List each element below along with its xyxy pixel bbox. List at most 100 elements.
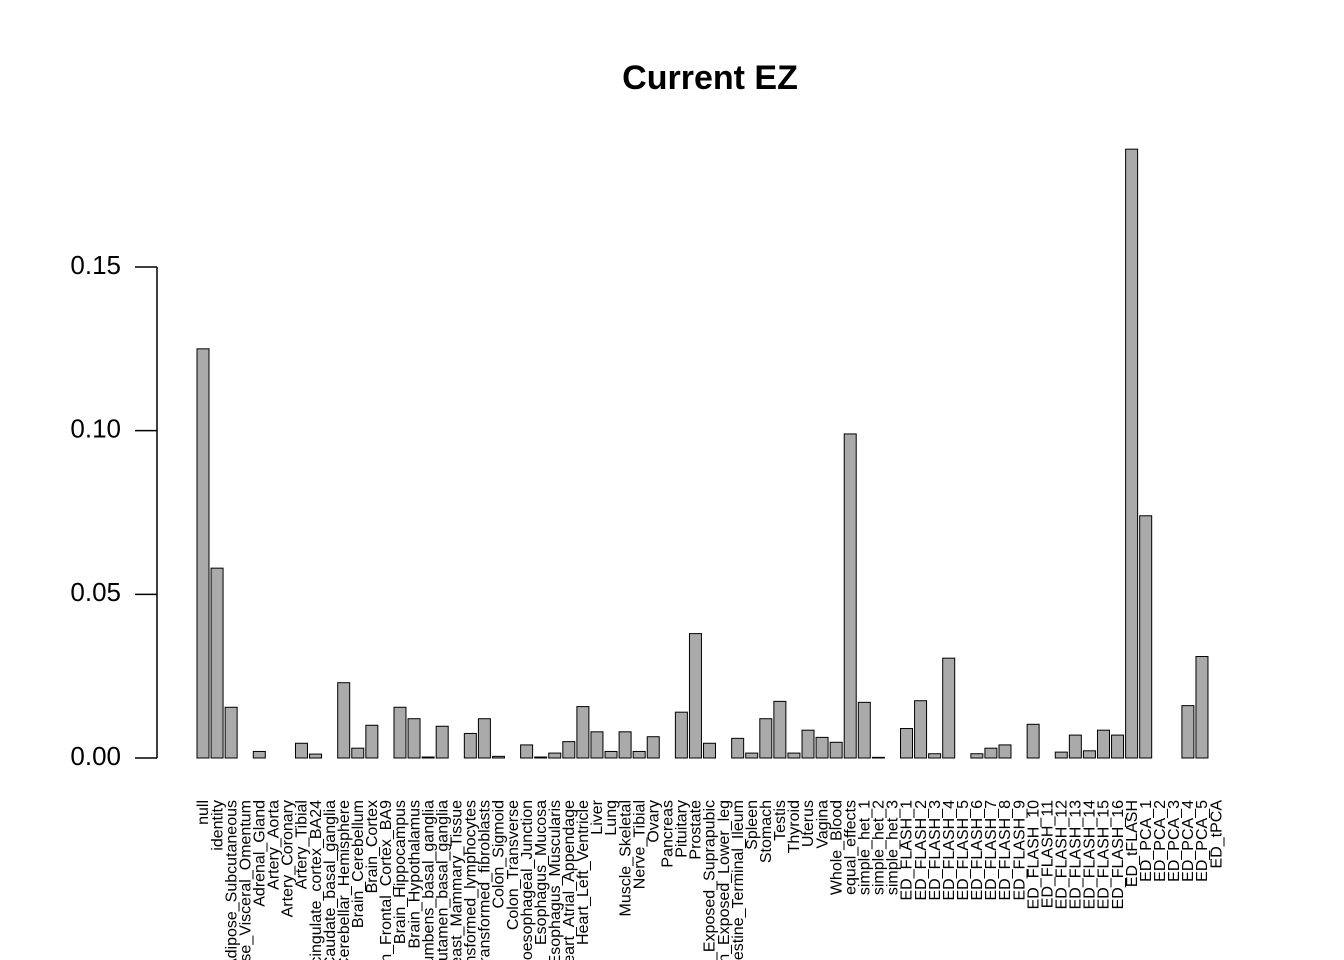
x-tick-label: Cells_EBV-transformed_lymphocytes xyxy=(463,800,480,960)
x-tick-label: Brain_Nucleus_accumbens_basal_ganglia xyxy=(420,800,437,960)
x-tick-label: identity xyxy=(209,800,226,851)
bar xyxy=(1026,723,1040,759)
y-tick-label: 0.05 xyxy=(70,577,121,607)
x-tick-label: simple_het_2 xyxy=(871,800,888,895)
x-tick-label: Adrenal_Gland xyxy=(251,800,268,907)
bar xyxy=(252,750,266,759)
x-tick-label: ED_PCA_4 xyxy=(1180,800,1197,882)
x-tick-label: ED_FLASH_9 xyxy=(1011,800,1028,901)
x-tick-label: ED_FLASH_16 xyxy=(1110,800,1127,909)
bar xyxy=(562,741,576,759)
bar xyxy=(731,737,745,759)
x-tick-label: Pituitary xyxy=(674,800,691,858)
bar xyxy=(210,567,224,759)
bar xyxy=(365,724,379,759)
bar xyxy=(576,706,590,759)
x-tick-label: Small_Intestine_Terminal_Ileum xyxy=(730,800,747,960)
x-tick-label: ED_tPCA xyxy=(1208,800,1225,869)
bar xyxy=(548,752,562,759)
bar xyxy=(294,742,308,759)
bar xyxy=(674,711,688,759)
x-tick-label: ED_PCA_2 xyxy=(1152,800,1169,882)
x-tick-label: ED_FLASH_13 xyxy=(1068,800,1085,909)
x-tick-label: Thyroid xyxy=(786,800,803,853)
bar xyxy=(646,736,660,759)
x-tick-label: Muscle_Skeletal xyxy=(617,800,634,917)
bar xyxy=(815,736,829,759)
x-tick-label: Nerve_Tibial xyxy=(631,800,648,889)
bar xyxy=(1082,750,1096,759)
y-tick-label: 0.15 xyxy=(70,250,121,280)
bar xyxy=(309,753,323,759)
x-tick-label: Brain_Hypothalamus xyxy=(406,800,423,949)
x-tick-label: Uterus xyxy=(800,800,817,847)
y-tick-label: 0.00 xyxy=(70,741,121,771)
bar xyxy=(618,731,632,759)
bar xyxy=(604,750,618,759)
x-tick-label: Esophagus_Mucosa xyxy=(533,800,550,945)
x-tick-label: ED_FLASH_5 xyxy=(955,800,972,901)
bar xyxy=(1125,148,1139,759)
x-tick-label: Heart_Atrial_Appendage xyxy=(561,800,578,960)
bar xyxy=(773,700,787,759)
x-tick-label: Liver xyxy=(589,799,606,834)
x-tick-label: ED_FLASH_1 xyxy=(899,800,916,901)
x-tick-label: ED_FLASH_4 xyxy=(941,800,958,901)
bar xyxy=(477,718,491,759)
x-tick-label: Skin_Not_Sun_Exposed_Suprapubic xyxy=(702,800,719,960)
bar xyxy=(224,706,238,759)
bar xyxy=(1096,729,1110,759)
x-tick-label: Brain_Frontal_Cortex_BA9 xyxy=(378,800,395,960)
x-tick-label: ED_FLASH_10 xyxy=(1025,800,1042,909)
x-tick-label: Adipose_Visceral_Omentum xyxy=(237,800,254,960)
bar xyxy=(435,725,449,759)
x-tick-label: ED_PCA_1 xyxy=(1138,800,1155,882)
bar xyxy=(857,701,871,759)
x-tick-label: ED_FLASH_3 xyxy=(927,800,944,901)
bar xyxy=(703,742,717,759)
bar xyxy=(914,700,928,759)
bar xyxy=(520,744,534,759)
x-tick-label: Brain_Cerebellum xyxy=(350,800,367,928)
x-tick-label: Pancreas xyxy=(660,800,677,868)
bar xyxy=(759,718,773,759)
bar xyxy=(491,755,505,759)
x-tick-label: ED_FLASH_7 xyxy=(983,800,1000,901)
x-tick-label: Brain_Anterior_cingulate_cortex_BA24 xyxy=(308,800,325,960)
bar xyxy=(337,682,351,759)
x-tick-label: Brain_Putamen_basal_ganglia xyxy=(434,800,451,960)
x-tick-label: equal_effects xyxy=(842,800,859,895)
bar xyxy=(970,753,984,759)
x-tick-label: Lung xyxy=(603,800,620,836)
bar xyxy=(745,752,759,759)
bar xyxy=(1111,734,1125,759)
x-tick-label: Stomach xyxy=(758,800,775,863)
x-tick-label: simple_het_1 xyxy=(857,800,874,895)
x-tick-label: Brain_Cortex xyxy=(364,800,381,893)
x-tick-label: ED_FLASH_11 xyxy=(1039,800,1056,908)
bar xyxy=(463,732,477,759)
bar xyxy=(1054,751,1068,759)
x-tick-label: Brain_Hippocampus xyxy=(392,800,409,944)
bar xyxy=(196,348,210,759)
x-tick-label: simple_het_3 xyxy=(885,800,902,895)
x-tick-label: Vagina xyxy=(814,800,831,849)
x-tick-label: Testis xyxy=(772,800,789,841)
x-tick-label: Breast_Mammary_Tissue xyxy=(448,800,465,960)
x-tick-label: ED_PCA_3 xyxy=(1166,800,1183,882)
x-tick-label: ED_FLASH_8 xyxy=(997,800,1014,901)
bar xyxy=(393,706,407,759)
bar xyxy=(942,657,956,759)
bar xyxy=(984,747,998,759)
x-tick-label: Artery_Tibial xyxy=(294,800,311,889)
x-tick-label: Whole_Blood xyxy=(828,800,845,895)
x-tick-label: Skin_Sun_Exposed_Lower_leg xyxy=(716,800,733,960)
bar xyxy=(351,747,365,759)
bar xyxy=(407,718,421,759)
x-tick-label: Colon_Transverse xyxy=(505,800,522,930)
x-tick-label: ED_FLASH_15 xyxy=(1096,800,1113,909)
x-tick-label: ED_FLASH_2 xyxy=(913,800,930,901)
x-tick-label: Colon_Sigmoid xyxy=(491,800,508,909)
bar xyxy=(787,752,801,759)
